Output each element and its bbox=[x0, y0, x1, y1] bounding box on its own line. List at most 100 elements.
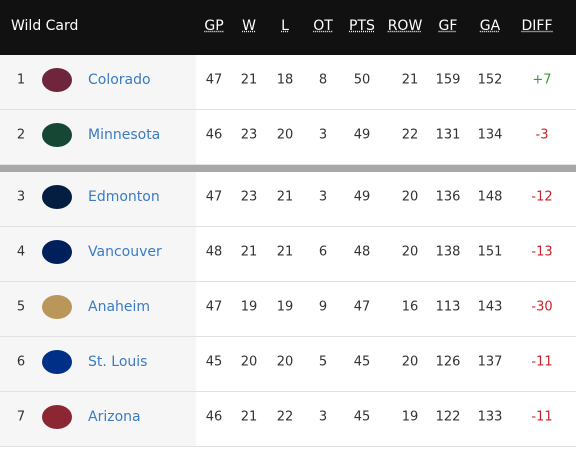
team-name[interactable]: St. Louis bbox=[88, 354, 148, 370]
column-header[interactable]: L bbox=[281, 18, 289, 34]
stat-cell: 47 bbox=[205, 189, 223, 205]
team-row: 1 Colorado 47 21 18 8 50 21 159 152 +7 bbox=[0, 55, 576, 110]
stat-cell: 122 bbox=[435, 409, 461, 425]
column-header[interactable]: OT bbox=[313, 18, 333, 34]
rank: 4 bbox=[16, 244, 26, 260]
stat-cell: 45 bbox=[353, 354, 371, 370]
team-cell bbox=[0, 55, 196, 109]
rank: 6 bbox=[16, 354, 26, 370]
stat-cell: 47 bbox=[353, 299, 371, 315]
stat-cell: 49 bbox=[353, 127, 371, 143]
team-cell bbox=[0, 172, 196, 226]
rank: 1 bbox=[16, 72, 26, 88]
stat-cell: 20 bbox=[276, 354, 294, 370]
stat-cell: 9 bbox=[318, 299, 328, 315]
team-cell bbox=[0, 282, 196, 336]
stat-cell: 48 bbox=[353, 244, 371, 260]
stat-cell: 49 bbox=[353, 189, 371, 205]
stat-cell: 3 bbox=[318, 409, 328, 425]
stat-cell: 23 bbox=[240, 189, 258, 205]
stat-cell: 20 bbox=[401, 189, 419, 205]
team-cell bbox=[0, 110, 196, 164]
stat-cell: 21 bbox=[401, 72, 419, 88]
stat-cell: 47 bbox=[205, 299, 223, 315]
stat-cell: 50 bbox=[353, 72, 371, 88]
team-name[interactable]: Colorado bbox=[88, 72, 151, 88]
stat-cell: 20 bbox=[276, 127, 294, 143]
stat-cell: 137 bbox=[477, 354, 503, 370]
stat-cell: 131 bbox=[435, 127, 461, 143]
stat-cell: 20 bbox=[240, 354, 258, 370]
diff-cell: +7 bbox=[532, 72, 552, 88]
stat-cell: 143 bbox=[477, 299, 503, 315]
team-row: 6 St. Louis 45 20 20 5 45 20 126 137 -11 bbox=[0, 337, 576, 392]
diff-cell: -12 bbox=[531, 189, 553, 205]
team-logo bbox=[42, 240, 72, 264]
column-header[interactable]: GP bbox=[204, 18, 224, 34]
team-logo bbox=[42, 405, 72, 429]
column-header[interactable]: GF bbox=[438, 18, 458, 34]
stat-cell: 5 bbox=[318, 354, 328, 370]
diff-cell: -30 bbox=[531, 299, 553, 315]
stat-cell: 18 bbox=[276, 72, 294, 88]
stat-cell: 20 bbox=[401, 354, 419, 370]
stat-cell: 16 bbox=[401, 299, 419, 315]
team-logo bbox=[42, 185, 72, 209]
stat-cell: 21 bbox=[240, 409, 258, 425]
rank: 7 bbox=[16, 409, 26, 425]
stat-cell: 138 bbox=[435, 244, 461, 260]
team-row: 7 Arizona 46 21 22 3 45 19 122 133 -11 bbox=[0, 392, 576, 447]
stat-cell: 8 bbox=[318, 72, 328, 88]
team-name[interactable]: Anaheim bbox=[88, 299, 151, 315]
stat-cell: 3 bbox=[318, 189, 328, 205]
diff-cell: -3 bbox=[535, 127, 549, 143]
stat-cell: 21 bbox=[276, 189, 294, 205]
column-header[interactable]: GA bbox=[479, 18, 501, 34]
stat-cell: 133 bbox=[477, 409, 503, 425]
stat-cell: 6 bbox=[318, 244, 328, 260]
header-bar: Wild Card GP W L OT PTS ROW GF GA DIFF bbox=[0, 0, 576, 55]
column-header[interactable]: W bbox=[242, 18, 256, 34]
team-name[interactable]: Minnesota bbox=[88, 127, 161, 143]
team-name[interactable]: Vancouver bbox=[88, 244, 162, 260]
team-logo bbox=[42, 295, 72, 319]
stat-cell: 19 bbox=[240, 299, 258, 315]
stat-cell: 113 bbox=[435, 299, 461, 315]
stat-cell: 21 bbox=[240, 244, 258, 260]
stat-cell: 126 bbox=[435, 354, 461, 370]
column-header[interactable]: DIFF bbox=[521, 18, 553, 34]
stat-cell: 46 bbox=[205, 409, 223, 425]
column-header[interactable]: PTS bbox=[349, 18, 375, 34]
team-name[interactable]: Arizona bbox=[88, 409, 141, 425]
team-logo bbox=[42, 350, 72, 374]
team-cell bbox=[0, 392, 196, 446]
stat-cell: 22 bbox=[276, 409, 294, 425]
rank: 5 bbox=[16, 299, 26, 315]
team-cell bbox=[0, 337, 196, 391]
stat-cell: 46 bbox=[205, 127, 223, 143]
stat-cell: 19 bbox=[276, 299, 294, 315]
stat-cell: 47 bbox=[205, 72, 223, 88]
stat-cell: 152 bbox=[477, 72, 503, 88]
team-logo bbox=[42, 68, 72, 92]
team-row: 3 Edmonton 47 23 21 3 49 20 136 148 -12 bbox=[0, 172, 576, 227]
table-title: Wild Card bbox=[11, 18, 79, 34]
stat-cell: 148 bbox=[477, 189, 503, 205]
stat-cell: 21 bbox=[276, 244, 294, 260]
diff-cell: -11 bbox=[531, 409, 553, 425]
team-row: 5 Anaheim 47 19 19 9 47 16 113 143 -30 bbox=[0, 282, 576, 337]
rank: 2 bbox=[16, 127, 26, 143]
stat-cell: 19 bbox=[401, 409, 419, 425]
stat-cell: 48 bbox=[205, 244, 223, 260]
team-name[interactable]: Edmonton bbox=[88, 189, 160, 205]
stat-cell: 3 bbox=[318, 127, 328, 143]
team-row: 4 Vancouver 48 21 21 6 48 20 138 151 -13 bbox=[0, 227, 576, 282]
team-cell bbox=[0, 227, 196, 281]
team-row: 2 Minnesota 46 23 20 3 49 22 131 134 -3 bbox=[0, 110, 576, 165]
column-header[interactable]: ROW bbox=[387, 18, 423, 34]
rank: 3 bbox=[16, 189, 26, 205]
diff-cell: -13 bbox=[531, 244, 553, 260]
stat-cell: 22 bbox=[401, 127, 419, 143]
stat-cell: 23 bbox=[240, 127, 258, 143]
